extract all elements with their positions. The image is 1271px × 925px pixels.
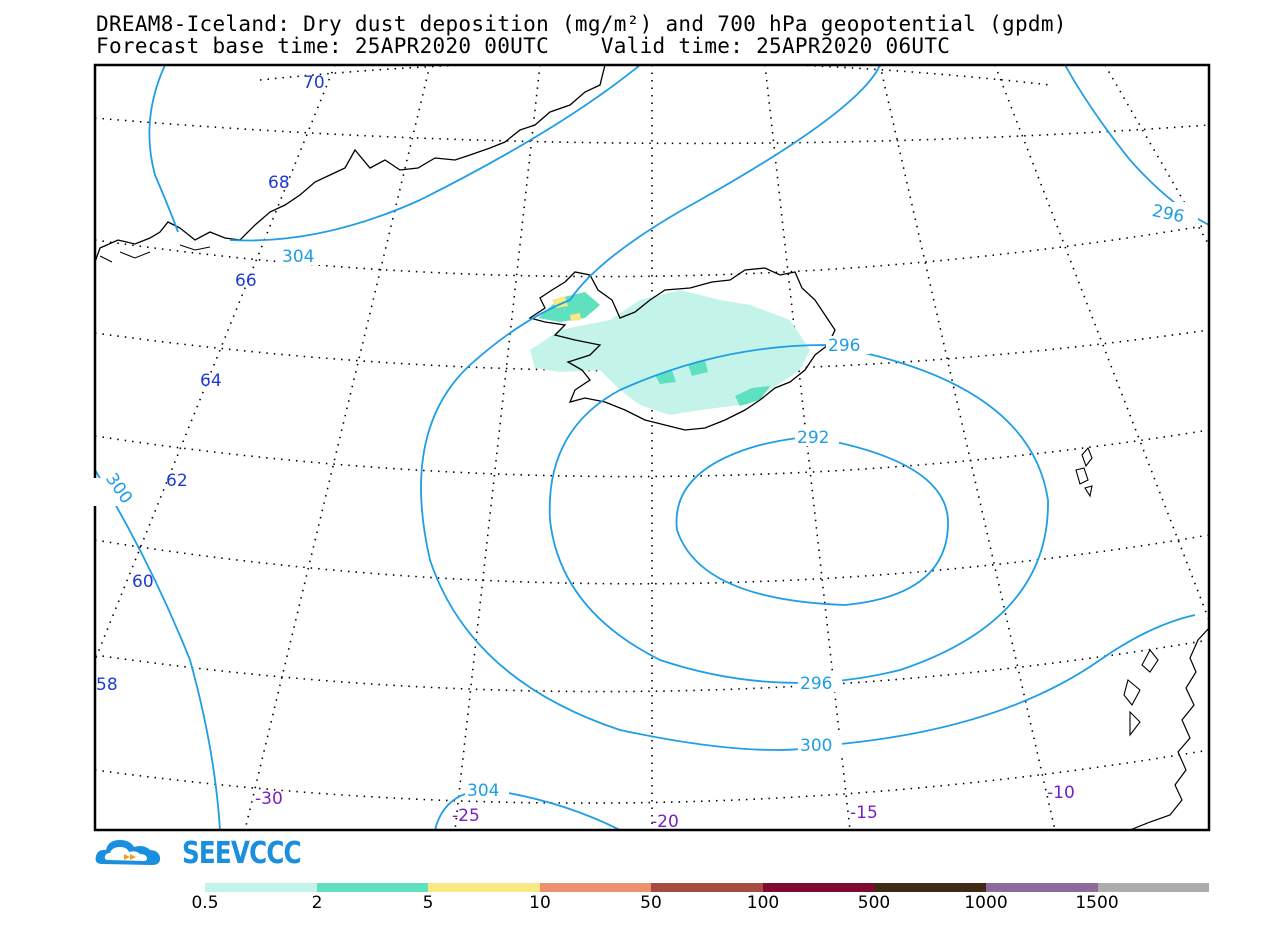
contour-label-304-south: 304 [467,781,499,801]
contour-label-296-iceland: 296 [828,336,860,356]
legend-swatch-2 [316,883,429,892]
legend-swatch-5 [651,883,763,892]
legend-swatch-8 [985,883,1098,892]
longitude-gridlines [95,65,1209,830]
contour-label-300-south: 300 [800,736,832,756]
legend-label: 50 [640,893,662,913]
faroe-islands [1075,446,1093,498]
map-frame [93,63,1211,832]
longitude-label-minus20: -20 [651,812,679,832]
legend-label: 100 [746,893,780,913]
latitude-label-70: 70 [303,73,325,93]
legend-swatch-1 [205,883,317,892]
contour-label-296-south: 296 [800,674,832,694]
contour-label-304-north: 304 [282,247,314,267]
legend-label: 1000 [964,893,1008,913]
legend-label: 5 [422,893,434,913]
greenland-coast [95,65,606,263]
latitude-label-62: 62 [166,471,188,491]
legend-swatch-4 [539,883,652,892]
dust-deposition-shading [530,290,810,415]
longitude-label-minus10: -10 [1047,783,1075,803]
legend-colorbar [205,883,1210,892]
contour-label-292: 292 [797,428,829,448]
legend-swatch-7 [874,883,986,892]
longitude-label-minus25: -25 [452,806,480,826]
iceland-coast [528,267,836,431]
longitude-label-minus15: -15 [850,803,878,823]
latitude-label-68: 68 [268,173,290,193]
map-title: DREAM8-Iceland: Dry dust deposition (mg/… [96,12,1067,36]
geopotential-contours [95,65,1209,830]
legend-label: 500 [857,893,891,913]
legend-label: 2 [311,893,323,913]
legend-label: 0.5 [191,893,219,913]
scotland-coast [1129,627,1209,830]
brand-name: SEEVCCC [182,836,302,871]
legend-label: 10 [529,893,551,913]
latitude-label-60: 60 [132,572,154,592]
legend-swatch-6 [762,883,875,892]
latitude-label-58: 58 [96,675,118,695]
latitude-label-66: 66 [235,271,257,291]
latitude-label-64: 64 [200,371,222,391]
longitude-label-minus30: -30 [255,789,283,809]
latitude-gridlines [95,65,1209,804]
cloud-logo-icon [95,840,161,865]
legend-labels: 0.5 2 5 10 50 100 500 1000 1500 [0,893,1271,915]
legend-swatch-9 [1097,883,1210,892]
map-subtitle: Forecast base time: 25APR2020 00UTC Vali… [96,34,951,58]
legend-swatch-3 [428,883,540,892]
legend-label: 1500 [1075,893,1119,913]
